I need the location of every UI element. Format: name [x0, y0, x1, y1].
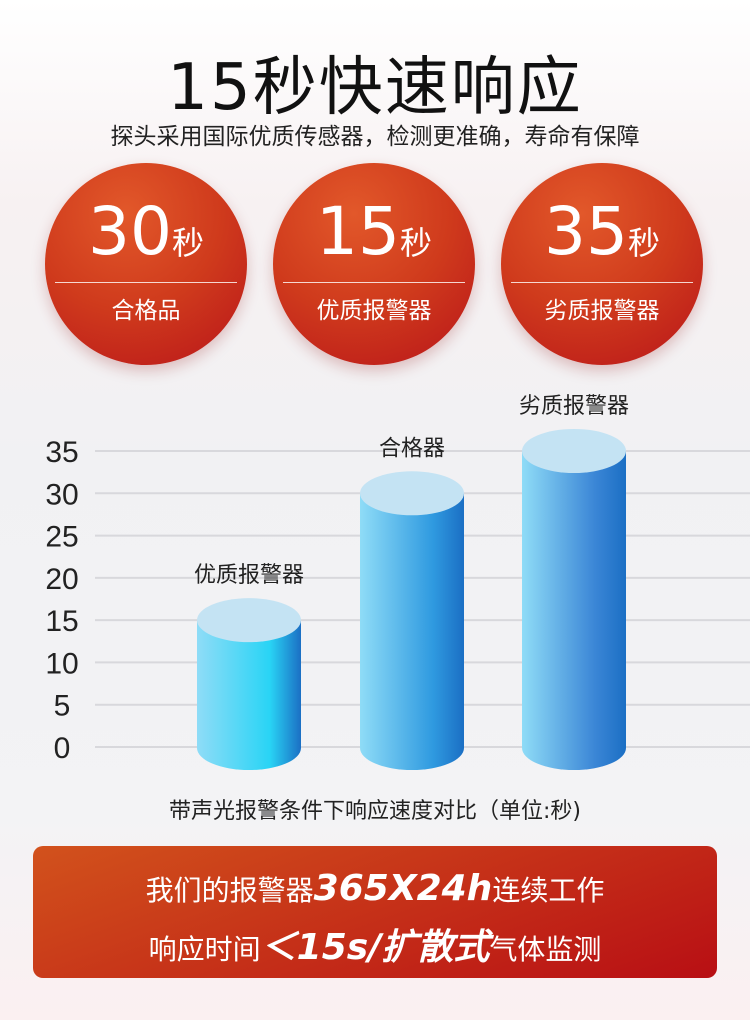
bar-top	[197, 598, 301, 643]
page-title: 15秒快速响应	[167, 51, 583, 125]
banner-text: 我们的报警器	[145, 874, 314, 907]
y-tick-label: 15	[45, 605, 78, 638]
bar-cylinder	[197, 620, 301, 770]
bar-top	[360, 471, 464, 516]
banner-text: 气体监测	[489, 933, 602, 966]
banner-text: 连续工作	[492, 874, 605, 907]
badge-inferior: 35秒 劣质报警器	[501, 163, 703, 365]
bar-cylinder	[522, 451, 626, 770]
badge-qualified: 30秒 合格品	[45, 163, 247, 365]
banner-emphasis: ＜15s/扩散式	[260, 927, 490, 968]
badge-unit: 秒	[627, 224, 660, 262]
bar-label: 合格器	[379, 436, 445, 461]
chart-xlabel: 带声光报警条件下响应速度对比（单位:秒)	[169, 799, 581, 824]
y-tick-label: 10	[45, 647, 78, 680]
divider	[55, 282, 237, 283]
y-tick-label: 5	[54, 690, 71, 723]
y-tick-label: 0	[54, 732, 71, 765]
badge-label: 合格品	[111, 298, 181, 324]
banner-emphasis: 365X24h	[313, 868, 493, 909]
promo-banner: 我们的报警器365X24h连续工作 响应时间＜15s/扩散式气体监测	[33, 846, 717, 978]
y-tick-label: 20	[45, 563, 78, 596]
badge-premium: 15秒 优质报警器	[273, 163, 475, 365]
divider	[511, 282, 693, 283]
response-time-chart: 0 5 10 15 20 25 30 35 优质报警器 合格器 劣质报警器	[45, 394, 750, 770]
bar-cylinder	[360, 493, 464, 770]
badge-value: 35	[544, 193, 628, 270]
y-tick-label: 30	[45, 478, 78, 511]
banner-text: 响应时间	[148, 933, 261, 966]
bar-label: 劣质报警器	[519, 394, 629, 419]
page-subtitle: 探头采用国际优质传感器，检测更准确，寿命有保障	[110, 124, 640, 150]
badge-unit: 秒	[171, 224, 204, 262]
badge-label: 优质报警器	[316, 298, 432, 324]
badge-value: 30	[88, 193, 172, 270]
badge-value: 15	[316, 193, 400, 270]
divider	[283, 282, 465, 283]
bar-top	[522, 429, 626, 473]
bar-label: 优质报警器	[194, 563, 304, 588]
badge-label: 劣质报警器	[544, 298, 660, 324]
badge-unit: 秒	[399, 224, 432, 262]
y-tick-label: 25	[45, 521, 78, 554]
y-tick-label: 35	[45, 436, 78, 469]
